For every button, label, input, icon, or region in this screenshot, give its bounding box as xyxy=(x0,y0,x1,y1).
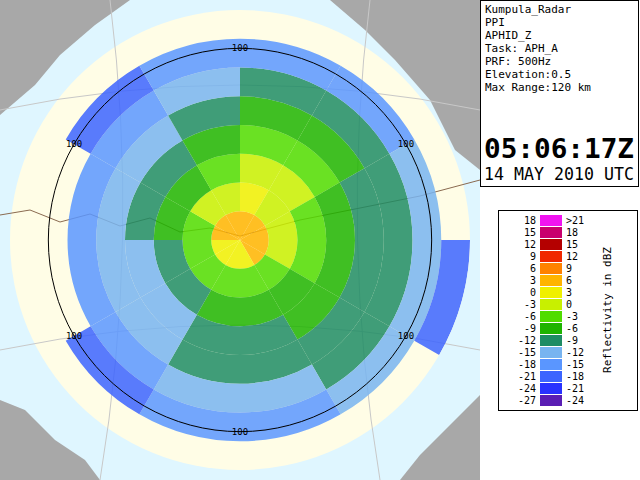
svg-text:-6: -6 xyxy=(524,311,536,322)
svg-text:100: 100 xyxy=(232,427,248,437)
svg-text:100: 100 xyxy=(232,43,248,53)
svg-text:-12: -12 xyxy=(518,335,536,346)
svg-text:12: 12 xyxy=(566,251,578,262)
svg-text:-15: -15 xyxy=(566,359,584,370)
svg-text:0: 0 xyxy=(530,287,536,298)
svg-text:18: 18 xyxy=(566,227,578,238)
svg-text:-9: -9 xyxy=(566,335,578,346)
svg-text:14 MAY 2010 UTC: 14 MAY 2010 UTC xyxy=(484,164,634,184)
svg-text:9: 9 xyxy=(530,251,536,262)
svg-text:-3: -3 xyxy=(524,299,536,310)
svg-text:PPI: PPI xyxy=(485,16,505,29)
svg-text:9: 9 xyxy=(566,263,572,274)
svg-text:Max Range:120 km: Max Range:120 km xyxy=(485,81,591,94)
svg-text:-21: -21 xyxy=(566,383,584,394)
svg-text:Reflectivity in dBZ: Reflectivity in dBZ xyxy=(601,247,614,373)
svg-text:-18: -18 xyxy=(566,371,584,382)
svg-text:-12: -12 xyxy=(566,347,584,358)
svg-text:3: 3 xyxy=(530,275,536,286)
svg-text:18: 18 xyxy=(524,215,536,226)
svg-text:APHID_Z: APHID_Z xyxy=(485,29,532,42)
svg-text:100: 100 xyxy=(398,139,414,149)
svg-text:-9: -9 xyxy=(524,323,536,334)
svg-text:15: 15 xyxy=(566,239,578,250)
svg-text:Kumpula_Radar: Kumpula_Radar xyxy=(485,3,571,16)
svg-text:12: 12 xyxy=(524,239,536,250)
svg-text:100: 100 xyxy=(398,331,414,341)
svg-text:Elevation:0.5: Elevation:0.5 xyxy=(485,68,571,81)
svg-text:05:06:17Z: 05:06:17Z xyxy=(484,133,634,164)
svg-text:>21: >21 xyxy=(566,215,584,226)
svg-text:-24: -24 xyxy=(566,395,584,406)
svg-text:PRF: 500Hz: PRF: 500Hz xyxy=(485,55,551,68)
svg-text:-3: -3 xyxy=(566,311,578,322)
svg-text:0: 0 xyxy=(566,299,572,310)
svg-text:15: 15 xyxy=(524,227,536,238)
svg-text:Task: APH_A: Task: APH_A xyxy=(485,42,558,55)
svg-text:-6: -6 xyxy=(566,323,578,334)
svg-text:-24: -24 xyxy=(518,383,536,394)
svg-text:100: 100 xyxy=(66,331,82,341)
svg-text:-15: -15 xyxy=(518,347,536,358)
svg-text:6: 6 xyxy=(530,263,536,274)
svg-text:100: 100 xyxy=(66,139,82,149)
svg-text:3: 3 xyxy=(566,287,572,298)
svg-text:-18: -18 xyxy=(518,359,536,370)
svg-text:-21: -21 xyxy=(518,371,536,382)
svg-text:-27: -27 xyxy=(518,395,536,406)
svg-text:6: 6 xyxy=(566,275,572,286)
